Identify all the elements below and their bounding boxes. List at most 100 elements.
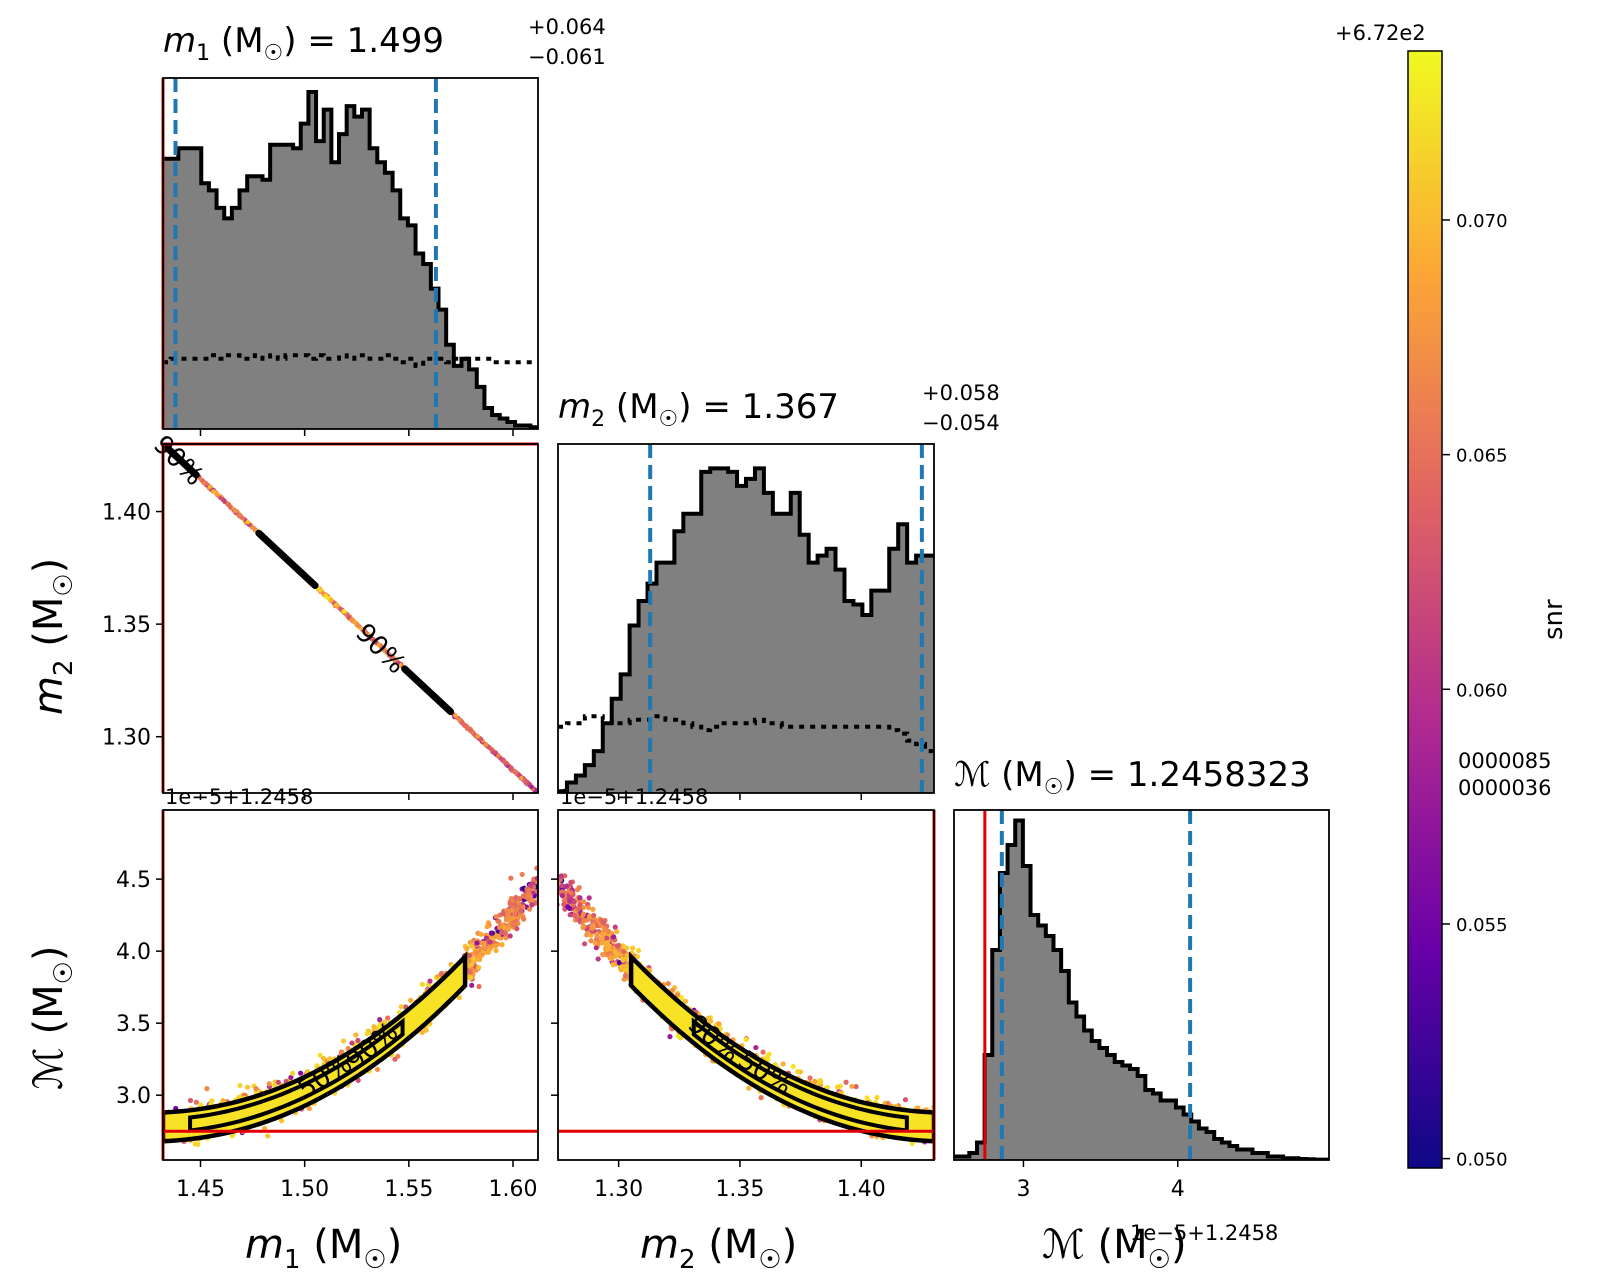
sample-point bbox=[466, 952, 473, 959]
sample-point bbox=[604, 935, 610, 941]
x-tick-label: 1.35 bbox=[715, 1177, 764, 1202]
sample-point bbox=[487, 939, 493, 945]
sample-point bbox=[469, 729, 475, 734]
sample-point bbox=[423, 1027, 429, 1033]
sample-point bbox=[250, 525, 255, 530]
svg-text:ℳ (M☉): ℳ (M☉) bbox=[1042, 1222, 1187, 1275]
sample-point bbox=[529, 784, 534, 790]
y-tick-label: 1.35 bbox=[102, 613, 151, 638]
colorbar-tick-label: 0.055 bbox=[1456, 915, 1508, 936]
sample-point bbox=[533, 788, 538, 793]
y-tick-label: 4.0 bbox=[116, 940, 151, 965]
sample-point bbox=[669, 987, 676, 993]
sample-point bbox=[902, 1097, 909, 1103]
sample-point bbox=[499, 942, 505, 948]
sample-point bbox=[338, 1049, 345, 1055]
sample-point bbox=[333, 602, 339, 608]
x-tick-label: 1.30 bbox=[594, 1177, 643, 1202]
sample-point bbox=[482, 946, 488, 952]
sample-point bbox=[780, 1061, 786, 1067]
sample-point bbox=[527, 906, 533, 912]
contour-90-segment bbox=[163, 444, 200, 479]
svg-text:m2 (M☉): m2 (M☉) bbox=[26, 558, 79, 715]
sample-point bbox=[619, 964, 625, 970]
offset-text-mchirp-xaxis: 1e−5+1.2458 bbox=[1130, 1221, 1278, 1245]
axes-frame bbox=[557, 809, 935, 1161]
sample-point bbox=[620, 957, 626, 963]
sample-point bbox=[389, 655, 394, 661]
sample-point bbox=[290, 1070, 296, 1076]
sample-point bbox=[419, 1029, 425, 1036]
sample-point bbox=[419, 981, 425, 987]
posterior-histogram-fill bbox=[163, 92, 538, 429]
sample-point bbox=[392, 1056, 398, 1062]
sample-point bbox=[498, 756, 504, 761]
sample-point bbox=[374, 1066, 381, 1073]
title-m2: m2 (M☉) = 1.367 +0.058 −0.054 bbox=[558, 381, 1000, 435]
colorbar-tick-label: 0.065 bbox=[1456, 446, 1508, 467]
sample-point bbox=[187, 1097, 194, 1104]
title-mchirp-minus: 0000036 bbox=[1458, 776, 1552, 800]
sample-point bbox=[558, 873, 564, 879]
sample-point bbox=[518, 908, 524, 914]
sample-point bbox=[297, 1070, 304, 1076]
offset-text-panel-m1-mchirp: 1e−5+1.2458 bbox=[165, 785, 313, 809]
sample-point bbox=[505, 912, 511, 918]
sample-point bbox=[467, 969, 473, 975]
sample-point bbox=[614, 929, 620, 935]
sample-point bbox=[874, 1094, 880, 1101]
sample-point bbox=[226, 502, 231, 508]
posterior-histogram-fill bbox=[954, 820, 1329, 1160]
sample-point bbox=[468, 943, 474, 949]
sample-point bbox=[367, 633, 372, 638]
y-tick-label: 1.40 bbox=[102, 501, 151, 526]
sample-point bbox=[595, 956, 601, 962]
sample-point bbox=[376, 642, 381, 648]
sample-point bbox=[222, 498, 227, 504]
colorbar-tick-label: 0.070 bbox=[1456, 211, 1508, 232]
sample-point bbox=[408, 997, 414, 1003]
offset-text-panel-m2-mchirp: 1e−5+1.2458 bbox=[560, 785, 708, 809]
y-tick-label: 1.30 bbox=[102, 726, 151, 751]
contour-50 bbox=[691, 1017, 909, 1133]
sample-point bbox=[580, 904, 586, 911]
sample-point bbox=[612, 924, 618, 930]
sample-point bbox=[473, 949, 480, 955]
sample-point bbox=[790, 1063, 796, 1070]
sample-point bbox=[561, 901, 567, 908]
svg-text:m1 (M☉) = 1.499: m1 (M☉) = 1.499 bbox=[163, 21, 444, 66]
scatter-points bbox=[163, 444, 538, 793]
sample-point bbox=[559, 883, 565, 889]
sample-point bbox=[849, 1083, 855, 1089]
sample-point bbox=[475, 734, 481, 739]
x-tick-label: 1.50 bbox=[280, 1177, 329, 1202]
sample-point bbox=[600, 951, 606, 958]
sample-point bbox=[478, 931, 484, 937]
sample-point bbox=[616, 960, 623, 966]
title-m2-plus: +0.058 bbox=[922, 381, 1000, 405]
sample-point bbox=[580, 899, 587, 905]
x-tick-label: 1.45 bbox=[176, 1177, 225, 1202]
sample-point bbox=[568, 889, 574, 896]
sample-point bbox=[193, 1099, 199, 1105]
sample-point bbox=[746, 1085, 752, 1091]
sample-point bbox=[764, 1054, 770, 1060]
colorbar-tick-label: 0.060 bbox=[1456, 680, 1508, 701]
sample-point bbox=[204, 1086, 210, 1092]
sample-point bbox=[364, 1031, 370, 1037]
colorbar-gradient bbox=[1407, 50, 1443, 1169]
sample-point bbox=[567, 912, 573, 918]
sample-point bbox=[567, 898, 573, 904]
contour-label: 90% bbox=[147, 430, 209, 492]
sample-point bbox=[812, 1078, 818, 1084]
sample-point bbox=[602, 926, 608, 933]
prior-histogram bbox=[163, 353, 538, 368]
sample-point bbox=[358, 625, 364, 631]
sample-point bbox=[488, 746, 493, 752]
sample-point bbox=[501, 924, 507, 931]
panel-m1-hist bbox=[161, 77, 539, 436]
sample-point bbox=[795, 1069, 801, 1075]
sample-point bbox=[588, 938, 594, 944]
sample-point bbox=[634, 953, 641, 960]
